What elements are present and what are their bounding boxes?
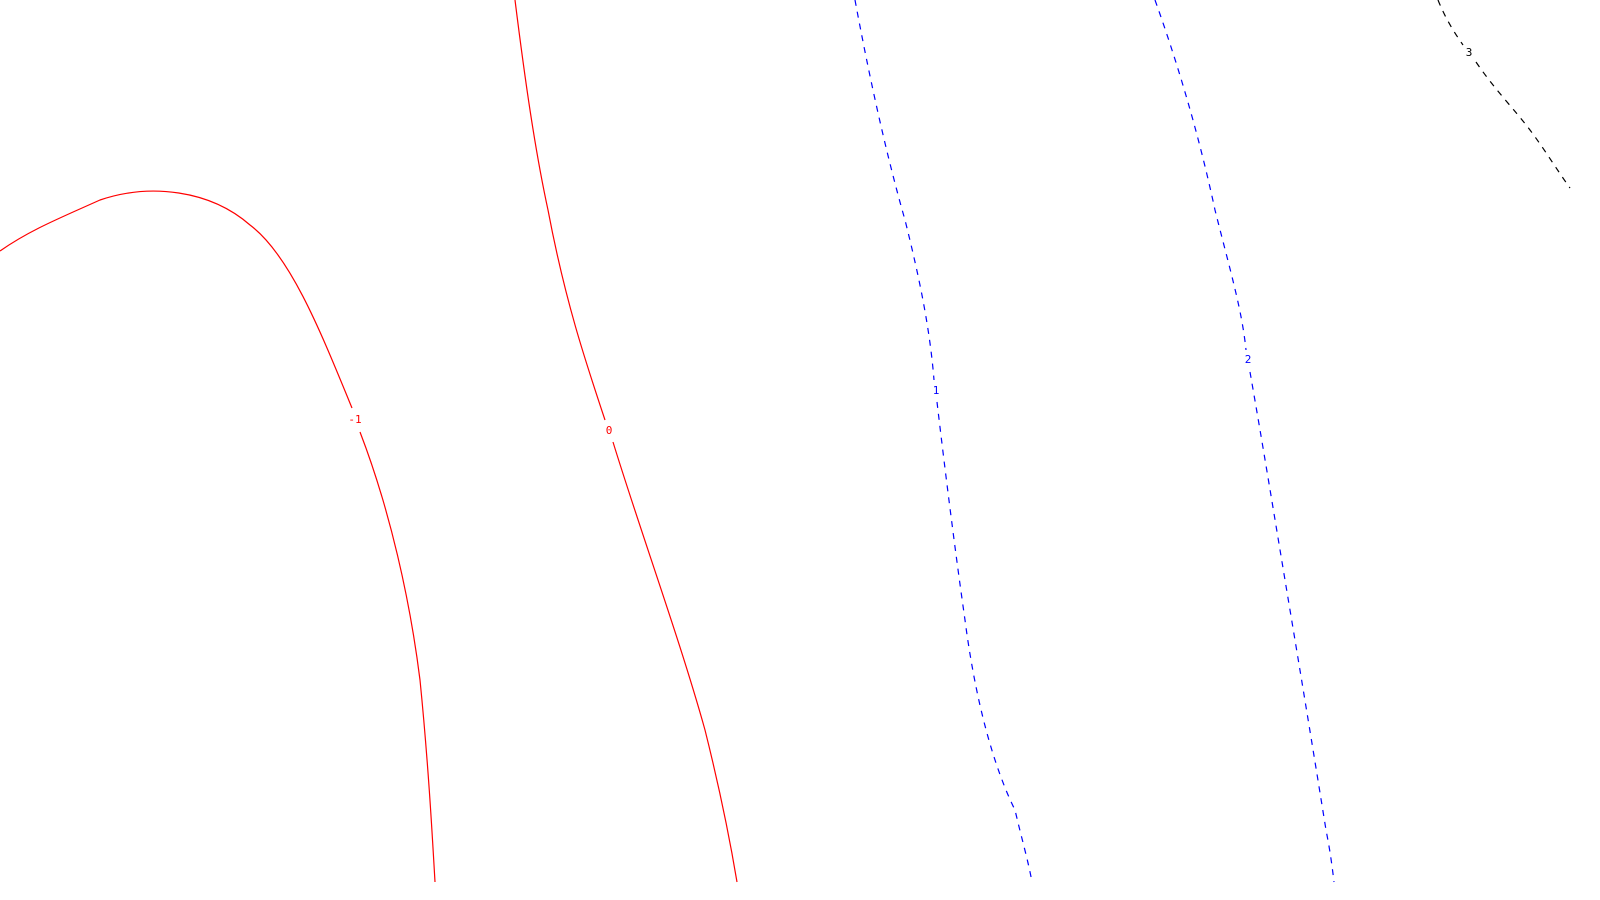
contour-line-level-1	[854, 0, 1033, 883]
contour-line-level-3	[1437, 0, 1571, 189]
contour-label-bg-2	[1241, 353, 1255, 367]
contour-line-level-neg1	[0, 190, 436, 883]
contour-label-neg1: -1	[348, 413, 361, 426]
contour-label-0: 0	[606, 424, 613, 437]
contour-line-level-2	[1154, 0, 1335, 883]
contour-label-3: 3	[1466, 46, 1473, 59]
contour-label-bg-1	[929, 384, 943, 398]
contour-label-2: 2	[1245, 353, 1252, 366]
contour-label-1: 1	[933, 384, 940, 397]
contour-label-bg-neg1	[346, 412, 362, 426]
contour-line-level-0	[514, 0, 738, 883]
contour-label-bg-0	[602, 424, 616, 438]
contour-label-bg-3	[1462, 46, 1476, 60]
